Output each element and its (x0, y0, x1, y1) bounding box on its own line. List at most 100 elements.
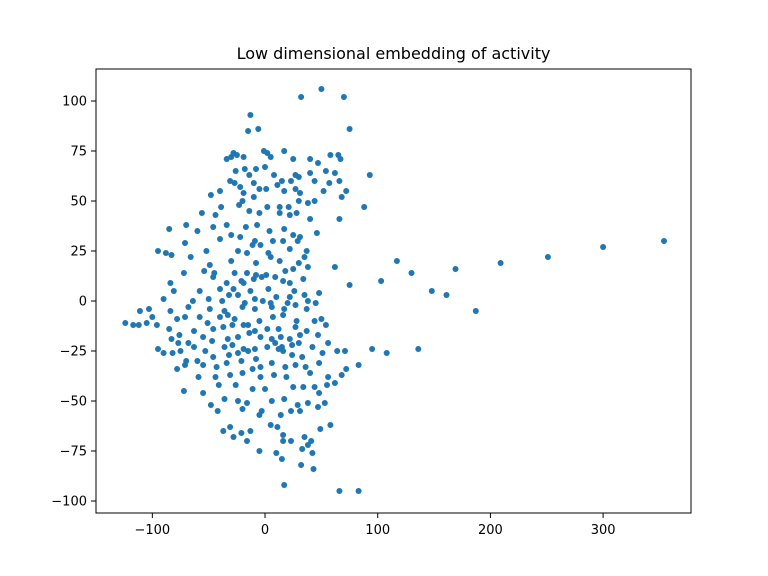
scatter-point (177, 348, 184, 354)
scatter-point (282, 268, 289, 274)
scatter-point (393, 258, 400, 264)
scatter-point (343, 188, 350, 194)
scatter-point (472, 308, 479, 314)
scatter-point (166, 226, 173, 232)
scatter-point (303, 248, 310, 254)
scatter-point (366, 172, 373, 178)
scatter-point (338, 194, 345, 200)
scatter-point (240, 322, 247, 328)
scatter-point (272, 340, 279, 346)
scatter-point (301, 434, 308, 440)
y-tick-label: 75 (70, 145, 87, 160)
scatter-point (292, 362, 299, 368)
scatter-point (320, 188, 327, 194)
scatter-point (302, 364, 309, 370)
scatter-point (275, 346, 282, 352)
scatter-point (239, 406, 246, 412)
scatter-point (272, 274, 279, 280)
scatter-point (316, 390, 323, 396)
scatter-point (143, 320, 150, 326)
scatter-point (276, 258, 283, 264)
scatter-point (220, 324, 227, 330)
scatter-point (338, 372, 345, 378)
scatter-point (230, 434, 237, 440)
scatter-point (244, 250, 250, 256)
scatter-point (146, 306, 152, 312)
scatter-point (346, 282, 353, 288)
scatter-point (300, 276, 307, 282)
scatter-point (237, 184, 244, 190)
scatter-point (294, 402, 301, 408)
scatter-point (170, 288, 177, 294)
scatter-point (235, 350, 241, 356)
scatter-point (297, 408, 303, 414)
scatter-point (231, 270, 238, 276)
scatter-point (250, 194, 257, 200)
scatter-point (228, 232, 235, 238)
scatter-point (160, 350, 167, 356)
scatter-point (290, 266, 297, 272)
scatter-point (254, 222, 261, 228)
scatter-points (122, 86, 667, 494)
scatter-point (235, 334, 241, 340)
scatter-point (242, 224, 249, 230)
scatter-point (256, 448, 263, 454)
scatter-point (240, 280, 247, 286)
scatter-point (295, 340, 302, 346)
scatter-point (182, 240, 188, 246)
scatter-point (227, 178, 234, 184)
scatter-point (295, 174, 302, 180)
scatter-point (267, 154, 274, 160)
scatter-point (280, 278, 287, 284)
scatter-point (250, 276, 257, 282)
scatter-point (166, 326, 173, 332)
scatter-point (281, 226, 288, 232)
scatter-point (311, 318, 318, 324)
scatter-point (281, 188, 288, 194)
scatter-point (265, 286, 272, 292)
scatter-point (322, 322, 329, 328)
scatter-point (203, 248, 210, 254)
scatter-point (286, 246, 293, 252)
scatter-point (325, 374, 332, 380)
scatter-point (195, 374, 202, 380)
scatter-point (219, 298, 226, 304)
scatter-point (271, 172, 277, 178)
scatter-point (182, 314, 188, 320)
scatter-point (155, 346, 161, 352)
scatter-point (237, 234, 244, 240)
scatter-point (238, 358, 245, 364)
scatter-point (282, 364, 289, 370)
scatter-point (196, 314, 203, 320)
scatter-point (331, 264, 338, 270)
scatter-point (307, 370, 314, 376)
scatter-point (303, 306, 310, 312)
scatter-point (290, 384, 297, 390)
scatter-point (315, 404, 321, 410)
scatter-point (281, 396, 288, 402)
scatter-point (194, 358, 201, 364)
scatter-point (290, 232, 297, 238)
scatter-point (130, 322, 137, 328)
scatter-point (251, 306, 258, 312)
scatter-point (293, 210, 300, 216)
scatter-point (661, 238, 667, 244)
scatter-point (239, 304, 246, 310)
scatter-point (206, 306, 213, 312)
scatter-point (280, 432, 287, 438)
scatter-point (247, 288, 254, 294)
scatter-point (340, 94, 347, 100)
scatter-point (307, 216, 314, 222)
scatter-point (185, 304, 192, 310)
scatter-point (183, 222, 190, 228)
scatter-point (221, 308, 228, 314)
scatter-point (319, 350, 326, 356)
scatter-point (281, 148, 288, 154)
scatter-point (268, 304, 275, 310)
y-tick-label: −100 (51, 495, 87, 510)
scatter-point (293, 318, 300, 324)
scatter-point (246, 208, 253, 214)
scatter-point (233, 152, 240, 158)
scatter-point (253, 260, 259, 266)
